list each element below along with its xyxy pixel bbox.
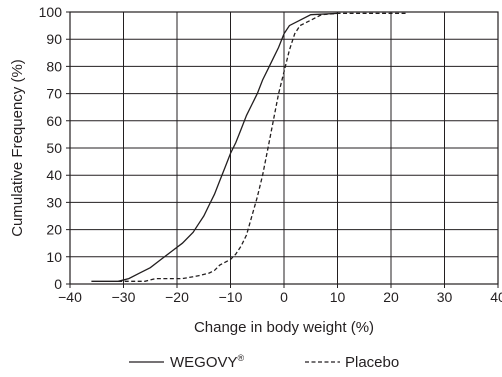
y-tick-label: 10 — [46, 249, 62, 265]
x-tick-label: −40 — [58, 289, 82, 305]
x-tick-label: 0 — [280, 289, 288, 305]
series-line-wegovy — [91, 12, 338, 282]
series-line-placebo — [118, 12, 408, 282]
y-tick-labels: 0 10 20 30 40 50 60 70 80 90 100 — [39, 4, 63, 292]
y-tick-label: 90 — [46, 31, 62, 47]
legend: WEGOVY® Placebo — [129, 353, 399, 371]
legend-label-placebo: Placebo — [345, 354, 399, 371]
x-tick-label: 40 — [490, 289, 502, 305]
legend-label-wegovy-name: WEGOVY — [170, 354, 238, 371]
x-tick-label: −30 — [112, 289, 136, 305]
y-tick-label: 30 — [46, 194, 62, 210]
legend-label-wegovy-mark: ® — [238, 353, 245, 363]
plot-frame — [69, 11, 499, 285]
y-tick-label: 40 — [46, 167, 62, 183]
y-tick-label: 70 — [46, 86, 62, 102]
x-tick-labels: −40 −30 −20 −10 0 10 20 30 40 — [58, 289, 502, 305]
x-tick-label: 30 — [437, 289, 453, 305]
x-tick-label: 10 — [330, 289, 346, 305]
y-tick-label: 100 — [39, 4, 63, 20]
y-tick-label: 50 — [46, 140, 62, 156]
legend-label-wegovy: WEGOVY® — [170, 353, 245, 371]
x-axis-title: Change in body weight (%) — [194, 319, 374, 336]
y-tick-label: 0 — [54, 276, 62, 292]
y-tick-label: 60 — [46, 113, 62, 129]
y-tick-label: 80 — [46, 58, 62, 74]
x-tick-label: −20 — [165, 289, 189, 305]
gridlines — [66, 11, 499, 288]
series-lines — [91, 12, 408, 282]
x-tick-label: 20 — [383, 289, 399, 305]
y-axis-title: Cumulative Frequency (%) — [9, 59, 26, 237]
y-tick-label: 20 — [46, 222, 62, 238]
x-tick-label: −10 — [219, 289, 243, 305]
